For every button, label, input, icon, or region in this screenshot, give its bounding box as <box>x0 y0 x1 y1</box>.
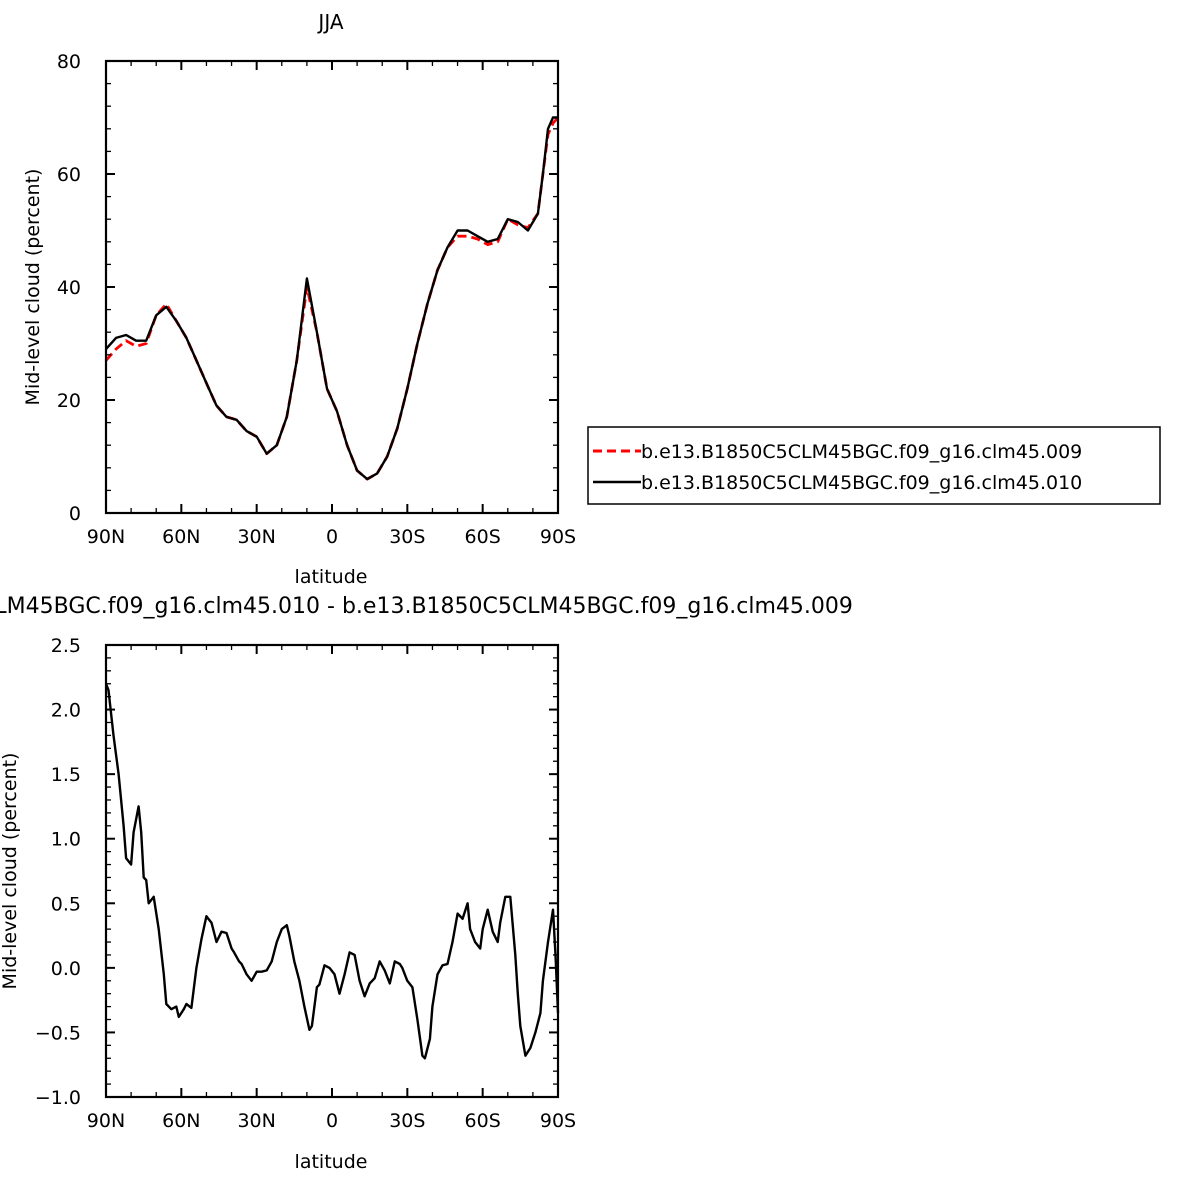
bottom-y-tick-label: 1.5 <box>51 764 81 786</box>
bottom-y-axis-label: Mid-level cloud (percent) <box>0 753 21 990</box>
top-y-tick-label: 60 <box>57 164 81 186</box>
top-y-tick-label: 0 <box>69 503 81 525</box>
top-panel: JJA 90N 60N 30N 0 30S 60S 90S 0 20 40 60 80 latitud… <box>22 10 576 588</box>
bottom-axis-ticks: 90N 60N 30N 0 30S 60S 90S −1.0 −0.5 0.0 0.5 1.0 1.5 2… <box>35 635 576 1132</box>
top-axis-ticks: 90N 60N 30N 0 30S 60S 90S 0 20 40 60 80 <box>57 51 576 548</box>
bottom-y-tick-label: 1.0 <box>51 829 81 851</box>
bottom-series-line-1 <box>104 683 560 1060</box>
bottom-chart-title: b.e13.B1850C5CLM45BGC.f09_g16.clm45.010 … <box>0 594 853 619</box>
top-x-tick-label: 30S <box>389 526 425 548</box>
legend: b.e13.B1850C5CLM45BGC.f09_g16.clm45.009 … <box>587 426 1161 505</box>
bottom-x-tick-label: 60N <box>162 1110 200 1132</box>
bottom-x-tick-label: 90N <box>87 1110 125 1132</box>
bottom-y-tick-label: −0.5 <box>35 1022 81 1044</box>
legend-label-series-1: b.e13.B1850C5CLM45BGC.f09_g16.clm45.009 <box>641 441 1082 463</box>
bottom-x-tick-label: 30S <box>389 1110 425 1132</box>
bottom-x-axis-label: latitude <box>295 1151 368 1173</box>
top-x-tick-label: 60S <box>465 526 501 548</box>
top-chart-title: JJA <box>316 10 343 34</box>
bottom-x-tick-label: 60S <box>465 1110 501 1132</box>
bottom-panel: b.e13.B1850C5CLM45BGC.f09_g16.clm45.010 … <box>0 594 853 1173</box>
legend-box <box>587 426 1161 505</box>
top-series-line-1 <box>104 116 560 481</box>
bottom-y-tick-label: 2.5 <box>51 635 81 657</box>
top-plot-frame <box>104 59 560 515</box>
bottom-plot-marks <box>104 683 560 1060</box>
top-x-axis-label: latitude <box>295 566 368 588</box>
top-y-tick-label: 40 <box>57 277 81 299</box>
bottom-y-tick-label: 0.0 <box>51 958 81 980</box>
top-x-tick-label: 90S <box>540 526 576 548</box>
top-x-tick-label: 90N <box>87 526 125 548</box>
legend-label-series-2: b.e13.B1850C5CLM45BGC.f09_g16.clm45.010 <box>641 472 1082 494</box>
top-y-tick-label: 80 <box>57 51 81 73</box>
bottom-x-tick-label: 30N <box>237 1110 275 1132</box>
bottom-y-tick-label: 0.5 <box>51 893 81 915</box>
top-x-tick-label: 60N <box>162 526 200 548</box>
bottom-y-tick-label: 2.0 <box>51 700 81 722</box>
bottom-x-tick-label: 90S <box>540 1110 576 1132</box>
top-x-tick-label: 0 <box>326 526 338 548</box>
bottom-x-tick-label: 0 <box>326 1110 338 1132</box>
top-x-tick-label: 30N <box>237 526 275 548</box>
top-series-line-2 <box>105 116 558 481</box>
top-plot-marks <box>104 116 560 481</box>
top-y-tick-label: 20 <box>57 390 81 412</box>
bottom-y-tick-label: −1.0 <box>35 1087 81 1109</box>
top-y-axis-label: Mid-level cloud (percent) <box>22 169 44 406</box>
bottom-plot-frame <box>104 643 560 1099</box>
